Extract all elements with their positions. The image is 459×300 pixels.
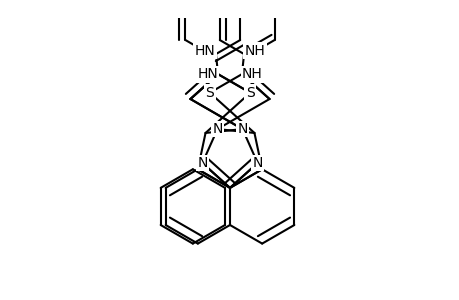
Text: N: N xyxy=(237,122,247,136)
Text: NH: NH xyxy=(241,67,262,81)
Text: HN: HN xyxy=(195,44,215,58)
Text: S: S xyxy=(205,86,214,100)
Text: NH: NH xyxy=(244,44,264,58)
Text: S: S xyxy=(245,86,254,100)
Text: N: N xyxy=(252,156,262,170)
Text: N: N xyxy=(197,156,207,170)
Text: HN: HN xyxy=(197,67,218,81)
Text: N: N xyxy=(212,122,222,136)
